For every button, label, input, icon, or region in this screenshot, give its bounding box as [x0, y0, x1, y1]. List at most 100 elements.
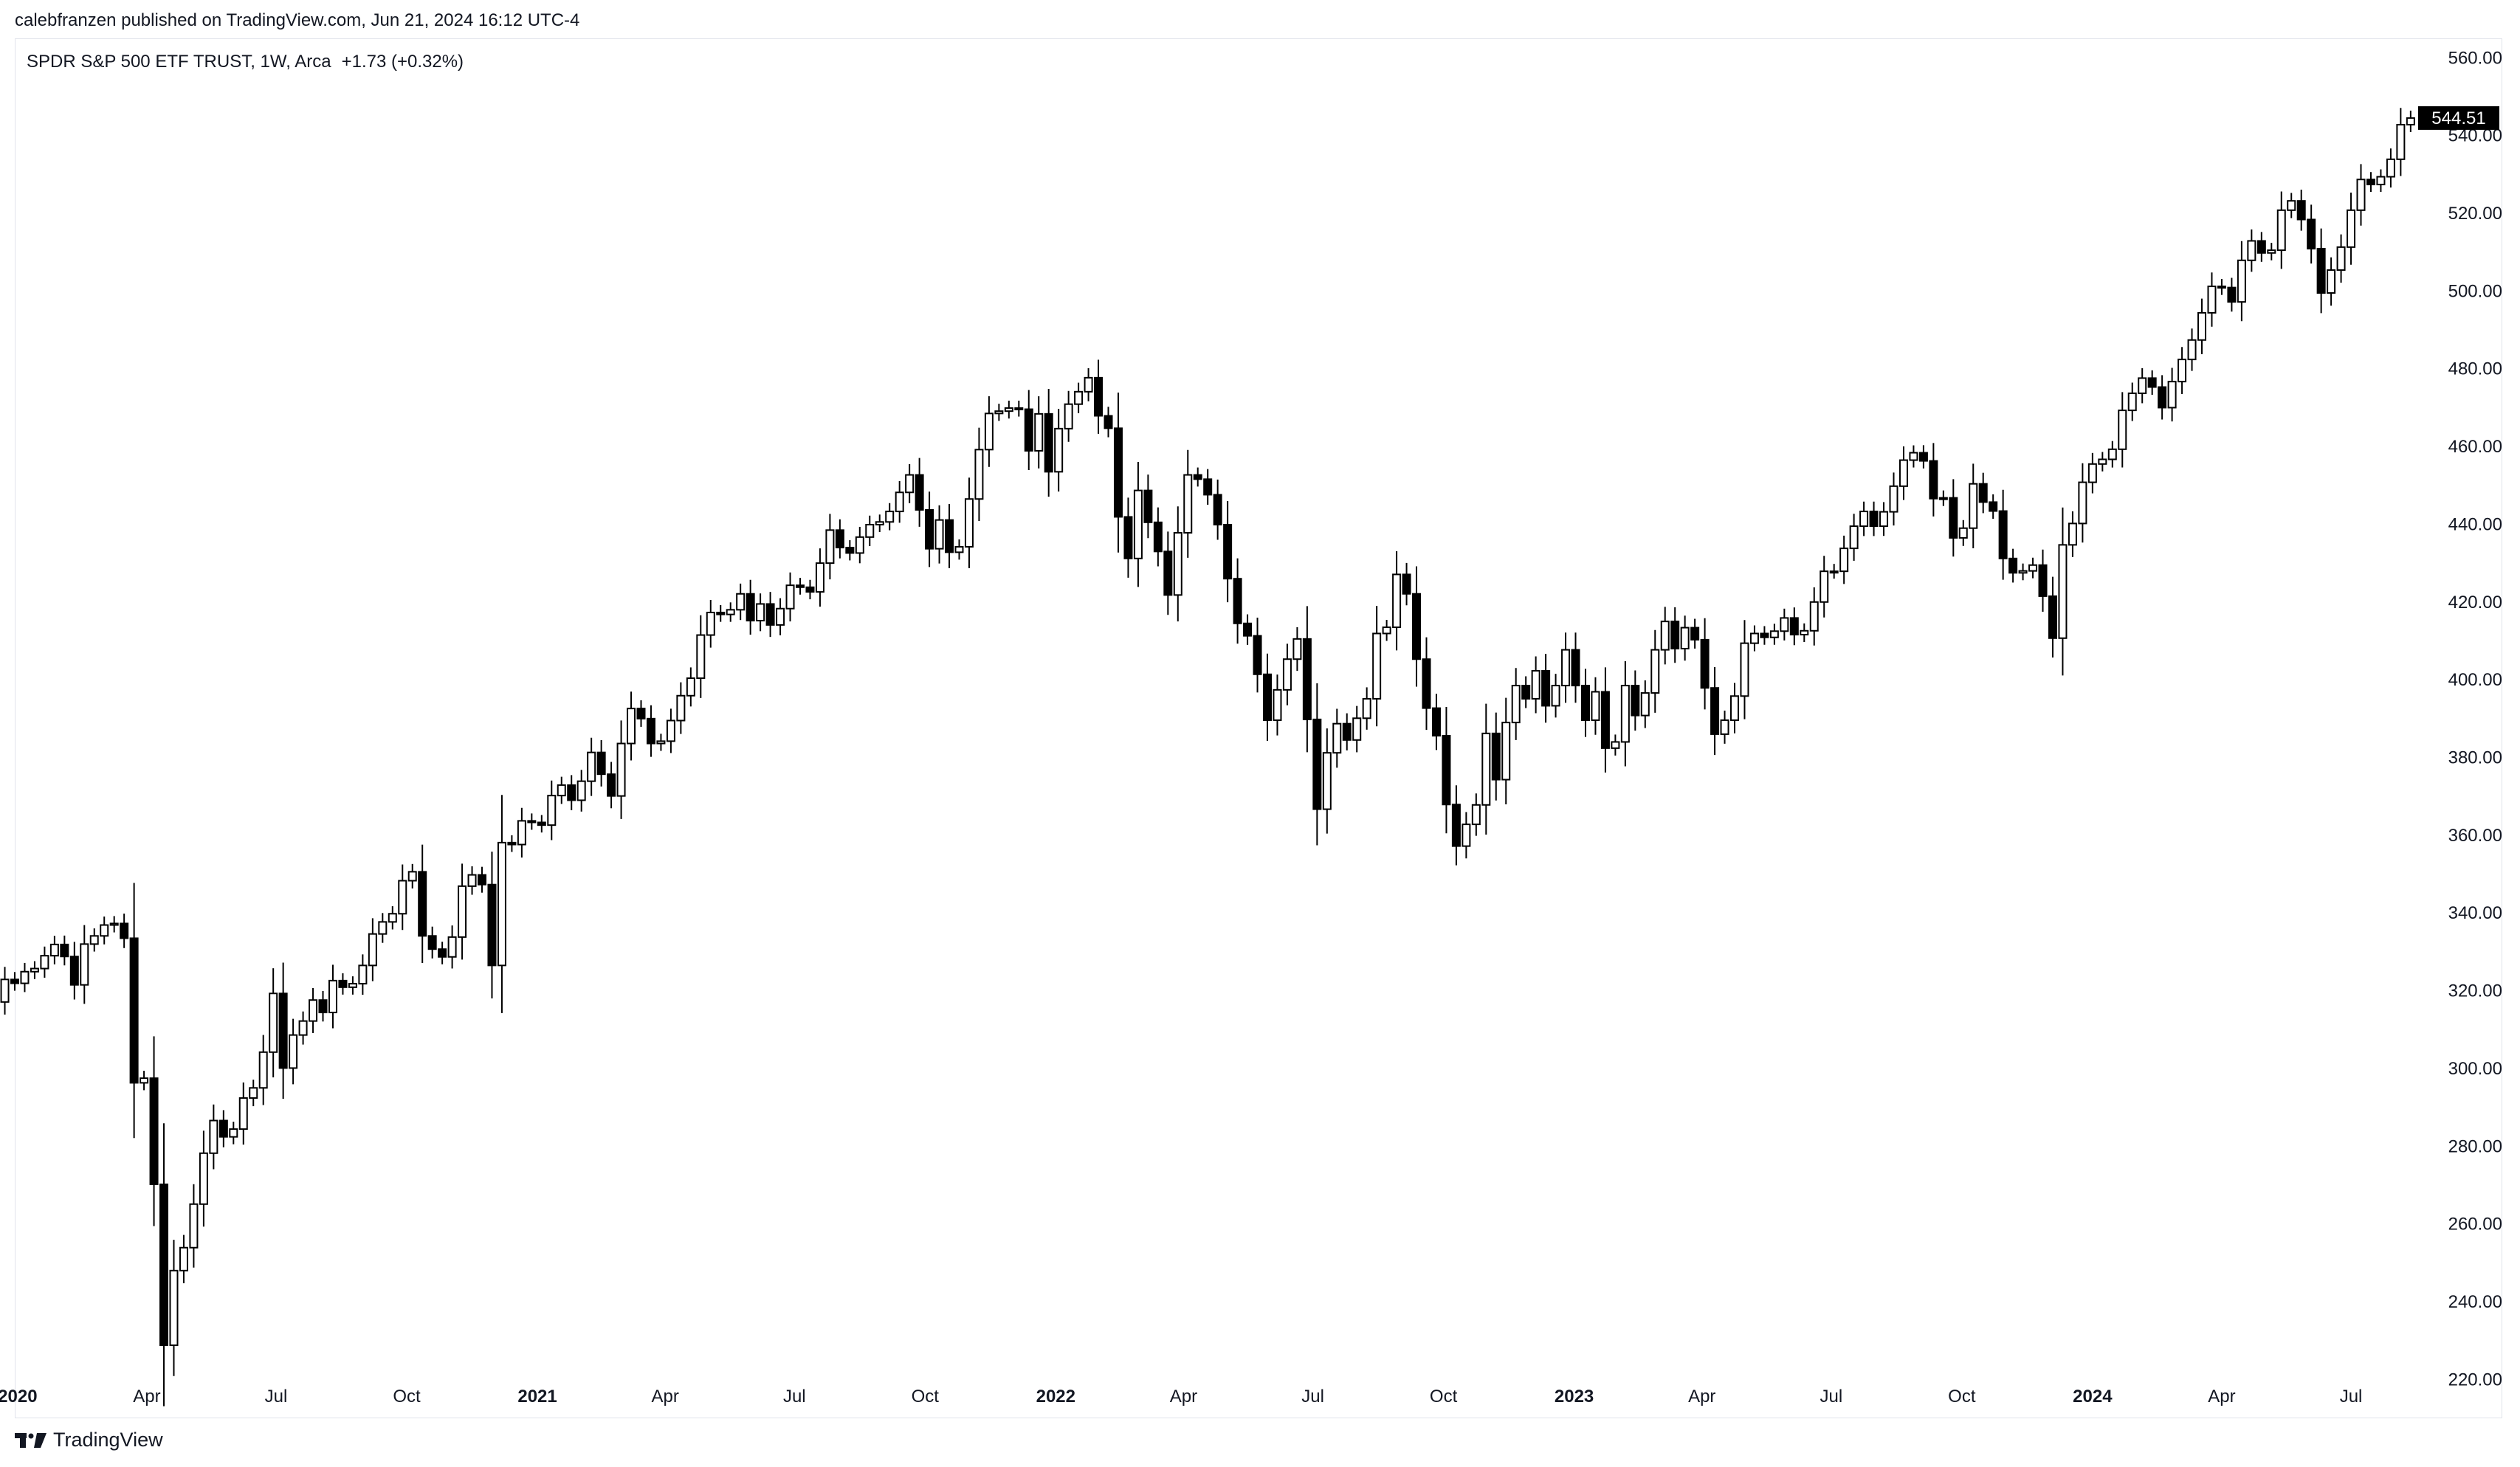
candle-body [149, 1077, 159, 1185]
candle [60, 935, 69, 966]
candle-body [1561, 649, 1571, 687]
candle-body [1849, 525, 1859, 550]
candle-body [795, 584, 805, 588]
candle-body [2058, 544, 2068, 639]
candle [1859, 501, 1869, 536]
candle-body [537, 821, 546, 826]
x-tick-label: 2023 [1555, 1387, 1594, 1406]
candle-body [1024, 408, 1033, 452]
candle [458, 863, 467, 960]
candle-body [1541, 670, 1551, 707]
candle [1322, 728, 1332, 834]
candle [2018, 563, 2028, 581]
candle-body [576, 780, 586, 801]
candle-body [984, 413, 994, 451]
candle-body [358, 964, 368, 985]
candle [885, 503, 895, 531]
candle [1133, 462, 1143, 587]
candle [140, 1071, 149, 1091]
candle-body [1243, 622, 1253, 637]
candle [10, 972, 19, 991]
candle-body [785, 584, 795, 610]
y-tick-label: 500.00 [2448, 281, 2502, 301]
candle-body [69, 956, 79, 986]
candle-body [636, 708, 646, 719]
candle-body [1929, 460, 1938, 500]
candle [1462, 812, 1471, 859]
candle [1849, 514, 1859, 561]
y-tick-label: 220.00 [2448, 1370, 2502, 1390]
candle [1064, 390, 1073, 442]
candle [1521, 676, 1531, 708]
candle [1938, 490, 1948, 506]
candle [100, 917, 109, 945]
candle [527, 813, 537, 830]
candle [1004, 400, 1013, 419]
candle-body [915, 474, 924, 511]
candle [1014, 400, 1024, 417]
y-tick-label: 440.00 [2448, 514, 2502, 534]
candle [765, 592, 775, 638]
candle [795, 578, 805, 595]
candle-body [1720, 719, 1729, 735]
candle-body [238, 1097, 248, 1131]
candle-body [2197, 311, 2207, 341]
x-tick-label: Oct [1948, 1387, 1976, 1406]
candle-body [2048, 595, 2057, 639]
candle-body [1193, 474, 1202, 480]
candle [2386, 148, 2395, 188]
candle [218, 1110, 228, 1147]
candle [945, 504, 954, 569]
candle [318, 990, 328, 1022]
candle-body [885, 511, 895, 523]
candle [2227, 277, 2237, 312]
candle [1422, 637, 1431, 731]
candle-body [2296, 200, 2306, 221]
candle-body [1740, 642, 1749, 697]
candle-body [716, 612, 726, 615]
candle-body [1650, 649, 1660, 694]
candle [875, 514, 884, 532]
candle-body [1143, 489, 1153, 523]
candle-body [2078, 481, 2087, 525]
candle-body [1710, 687, 1720, 735]
candle-body [1780, 617, 1789, 632]
candle-body [229, 1128, 238, 1138]
candle-body [1631, 685, 1640, 717]
candle [2008, 548, 2018, 583]
candle [1511, 668, 1521, 740]
tradingview-footer[interactable]: TradingView [15, 1429, 163, 1452]
candle [2118, 392, 2127, 468]
candle [1680, 615, 1690, 661]
candle [1481, 703, 1491, 835]
candle-body [1958, 527, 1968, 539]
candle-body [2406, 117, 2415, 125]
candle-body [1104, 415, 1113, 429]
candle [984, 396, 994, 467]
candle-body [616, 742, 626, 797]
candle [2087, 452, 2097, 494]
candle-body [1014, 407, 1024, 410]
candle-body [2237, 259, 2246, 303]
candle-body [855, 536, 864, 554]
candle [229, 1122, 238, 1145]
candle-body [2376, 176, 2386, 186]
candle-body [2028, 564, 2038, 572]
candle-body [1153, 521, 1163, 553]
candle [1918, 445, 1928, 469]
candle [1710, 666, 1720, 756]
candle [1978, 472, 1988, 514]
x-tick-label: Apr [652, 1387, 679, 1406]
candle [2038, 549, 2048, 612]
candle [338, 973, 348, 995]
candle-body [805, 586, 815, 593]
candle [258, 1035, 268, 1105]
candle [478, 866, 487, 893]
candle [1282, 643, 1292, 705]
candle-body [1829, 570, 1839, 574]
x-tick-label: Jul [783, 1387, 806, 1406]
candle [169, 1240, 179, 1376]
candle-body [865, 523, 875, 538]
candle-body [179, 1246, 188, 1271]
